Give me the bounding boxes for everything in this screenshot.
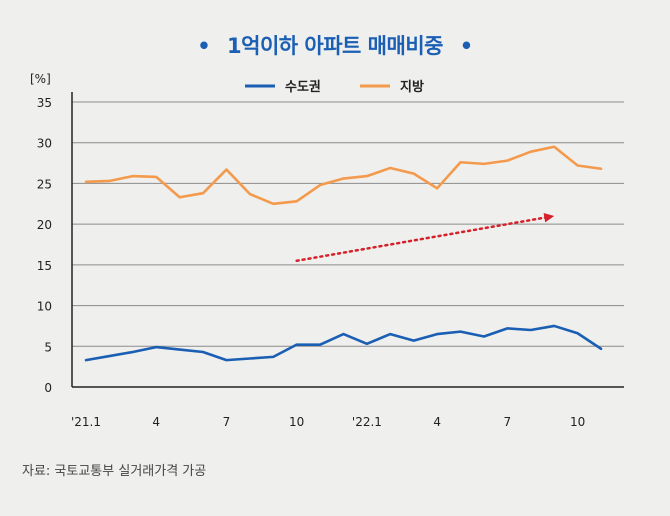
source-note: 자료: 국토교통부 실거래가격 가공 xyxy=(22,464,207,479)
x-tick-label: 7 xyxy=(504,415,512,429)
x-tick-label: 7 xyxy=(223,415,231,429)
y-tick-label: 25 xyxy=(37,177,52,191)
title-bullet-right: • xyxy=(459,34,473,58)
legend-label: 지방 xyxy=(400,79,424,95)
trend-arrow-head xyxy=(543,212,555,223)
legend: 수도권 지방 xyxy=(245,79,424,95)
axes xyxy=(71,92,624,388)
series-line-1 xyxy=(84,145,603,206)
y-axis-label: [%] xyxy=(30,72,51,86)
series-line-0 xyxy=(84,324,603,362)
x-tick-label: 4 xyxy=(152,415,160,429)
grid-lines xyxy=(72,101,624,347)
annotations xyxy=(295,212,555,263)
title-bullet-left: • xyxy=(197,34,211,58)
y-tick-label: 35 xyxy=(37,96,52,110)
chart-title: • 1억이하 아파트 매매비중 • xyxy=(0,30,670,60)
y-tick-label: 10 xyxy=(37,300,52,314)
series-lines xyxy=(84,145,603,362)
y-tick-label: 5 xyxy=(44,340,52,354)
x-tick-label: 4 xyxy=(433,415,441,429)
x-tick-label: '21.1 xyxy=(71,415,101,429)
y-tick-label: 30 xyxy=(37,137,52,151)
tick-labels: 0 5 10 15 20 25 30 35 [%] '21.1 4 7 10 '22.1 4 7 10 xyxy=(30,72,585,429)
x-tick-label: '22.1 xyxy=(352,415,382,429)
legend-label: 수도권 xyxy=(285,80,321,95)
y-tick-label: 20 xyxy=(37,218,52,232)
x-tick-label: 10 xyxy=(289,415,304,429)
x-tick-label: 10 xyxy=(570,415,585,429)
y-tick-label: 0 xyxy=(44,381,52,395)
title-text: 1억이하 아파트 매매비중 xyxy=(227,34,443,58)
y-tick-label: 15 xyxy=(37,259,52,273)
trend-arrow-line xyxy=(295,216,547,263)
